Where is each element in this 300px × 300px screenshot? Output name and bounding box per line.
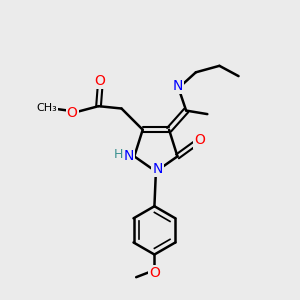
Text: H: H	[113, 148, 123, 160]
Text: O: O	[149, 266, 160, 280]
Text: CH₃: CH₃	[37, 103, 57, 112]
Text: N: N	[173, 79, 183, 92]
Text: N: N	[124, 149, 134, 164]
Text: O: O	[194, 134, 205, 148]
Text: N: N	[152, 161, 163, 176]
Text: O: O	[94, 74, 105, 88]
Text: O: O	[67, 106, 77, 120]
